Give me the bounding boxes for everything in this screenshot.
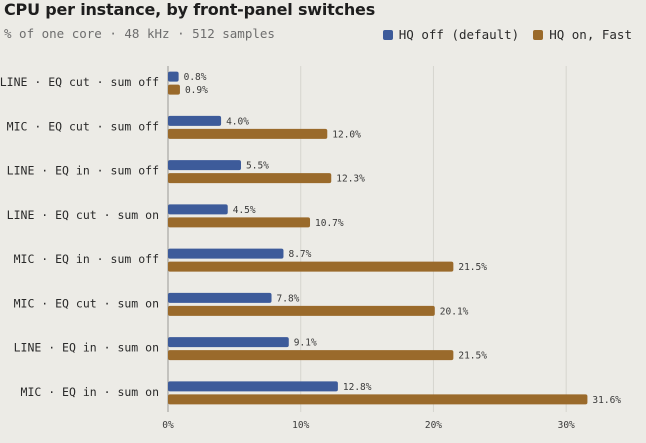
legend-item-hq-on: HQ on, Fast [533, 27, 632, 42]
bar [168, 305, 435, 316]
category-label: LINE · EQ cut · sum off [0, 75, 159, 89]
bar [168, 394, 588, 405]
data-label: 5.5% [246, 161, 269, 172]
data-label: 12.3% [336, 174, 365, 185]
bar [168, 84, 180, 95]
bar [168, 173, 332, 184]
data-label: 0.8% [184, 72, 207, 83]
x-tick-label: 0% [162, 420, 174, 431]
bar [168, 160, 241, 171]
bar [168, 337, 289, 348]
data-label: 4.0% [226, 116, 249, 127]
category-label: LINE · EQ in · sum off [7, 164, 159, 178]
data-label: 21.5% [458, 262, 487, 273]
category-label: LINE · EQ cut · sum on [7, 208, 159, 222]
bar [168, 381, 338, 392]
x-tick-label: 10% [292, 420, 309, 431]
legend-swatch-hq-off [382, 29, 393, 40]
legend-label-hq-on: HQ on, Fast [549, 27, 632, 42]
legend-label-hq-off: HQ off (default) [398, 27, 520, 42]
category-label: MIC · EQ in · sum off [14, 252, 159, 266]
data-label: 31.6% [592, 395, 621, 406]
category-label: MIC · EQ in · sum on [21, 385, 159, 399]
category-label: MIC · EQ cut · sum off [7, 119, 159, 133]
data-label: 10.7% [315, 218, 344, 229]
data-label: 9.1% [294, 338, 317, 349]
bar [168, 248, 284, 259]
bar [168, 350, 454, 361]
data-label: 12.8% [343, 382, 372, 393]
category-label: LINE · EQ in · sum on [14, 341, 159, 355]
data-label: 4.5% [233, 205, 256, 216]
category-label: MIC · EQ cut · sum on [14, 296, 159, 310]
bar [168, 115, 222, 126]
legend-swatch-hq-on [533, 29, 544, 40]
data-label: 8.7% [288, 249, 311, 260]
bar [168, 204, 228, 215]
bar [168, 292, 272, 303]
bar [168, 217, 311, 228]
bar [168, 261, 454, 272]
data-label: 12.0% [332, 129, 361, 140]
legend: HQ off (default) HQ on, Fast [369, 27, 632, 42]
bar [168, 71, 179, 82]
chart-title: CPU per instance, by front-panel switche… [4, 0, 376, 19]
chart-subtitle: % of one core · 48 kHz · 512 samples [4, 26, 275, 41]
x-tick-label: 20% [425, 420, 442, 431]
data-label: 0.9% [185, 85, 208, 96]
data-label: 21.5% [458, 351, 487, 362]
data-label: 20.1% [440, 306, 469, 317]
bar [168, 128, 328, 139]
legend-item-hq-off: HQ off (default) [382, 27, 520, 42]
x-tick-label: 30% [558, 420, 575, 431]
data-label: 7.8% [277, 293, 300, 304]
